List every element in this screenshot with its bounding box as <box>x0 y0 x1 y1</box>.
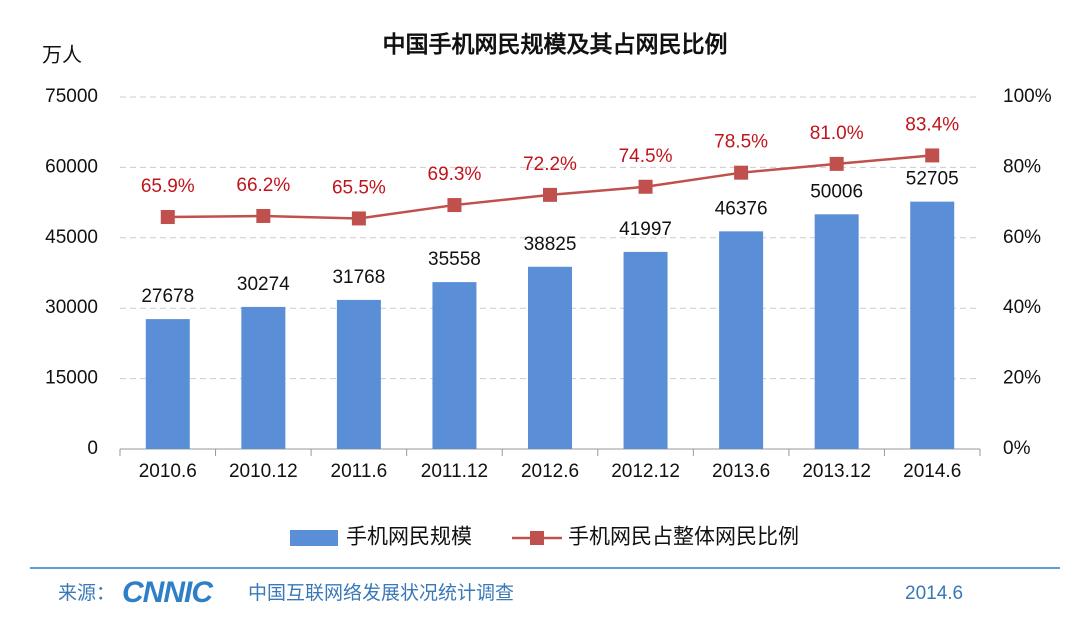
x-tick-label: 2012.6 <box>521 461 579 482</box>
line-value-label: 72.2% <box>523 154 577 175</box>
bar-value-label: 46376 <box>715 198 768 219</box>
line-marker <box>829 156 844 171</box>
chart-title: 中国手机网民规模及其占网民比例 <box>383 31 728 57</box>
line-value-label: 78.5% <box>714 132 768 153</box>
bar <box>814 214 859 449</box>
line-marker <box>256 208 271 223</box>
bar-value-label: 50006 <box>810 181 863 202</box>
bar-value-label: 30274 <box>237 274 290 295</box>
bar-value-label: 31768 <box>332 267 385 288</box>
line-marker <box>925 148 940 163</box>
y2-tick-label: 0% <box>1003 438 1031 459</box>
bar-value-label: 52705 <box>906 169 959 190</box>
source-label: 来源： <box>58 582 115 604</box>
bar <box>336 299 381 449</box>
y2-tick-label: 80% <box>1003 156 1041 177</box>
footer-date: 2014.6 <box>905 583 963 604</box>
legend-marker <box>530 531 544 545</box>
line-value-label: 66.2% <box>236 175 290 196</box>
line-marker <box>447 198 462 213</box>
x-tick-label: 2010.6 <box>139 461 197 482</box>
bar <box>528 266 572 449</box>
y-tick-label: 60000 <box>45 156 98 177</box>
y2-tick-label: 60% <box>1003 227 1041 248</box>
bar <box>623 251 668 449</box>
y-tick-label: 15000 <box>45 368 98 389</box>
y2-tick-label: 40% <box>1003 297 1041 318</box>
line-value-label: 65.9% <box>141 176 195 197</box>
y-tick-label: 0 <box>87 438 98 459</box>
line-value-label: 65.5% <box>332 177 386 198</box>
y2-tick-label: 20% <box>1003 368 1041 389</box>
bar <box>719 231 764 449</box>
bar <box>241 306 286 449</box>
y-axis-label: 万人 <box>42 43 82 66</box>
bar <box>145 319 190 449</box>
legend-label: 手机网民规模 <box>346 526 472 549</box>
x-tick-label: 2013.6 <box>712 461 770 482</box>
x-tick-label: 2013.12 <box>802 461 871 482</box>
bar-value-label: 35558 <box>428 249 481 270</box>
line-value-label: 83.4% <box>905 114 959 135</box>
x-tick-label: 2010.12 <box>229 461 298 482</box>
x-tick-label: 2011.6 <box>331 461 388 482</box>
logo: CNNIC <box>122 576 214 609</box>
x-tick-label: 2012.12 <box>611 461 680 482</box>
line-marker <box>351 211 366 226</box>
line-value-label: 69.3% <box>428 164 482 185</box>
y-tick-label: 45000 <box>45 227 98 248</box>
line-marker <box>160 210 175 225</box>
line-marker <box>638 179 653 194</box>
bar-value-label: 27678 <box>141 286 194 307</box>
y2-tick-label: 100% <box>1003 86 1052 107</box>
y-tick-label: 75000 <box>45 86 98 107</box>
survey-name: 中国互联网络发展状况统计调查 <box>248 582 514 604</box>
legend-swatch <box>290 530 338 546</box>
line-marker <box>543 187 557 202</box>
line-value-label: 74.5% <box>619 146 673 167</box>
line-value-label: 81.0% <box>810 123 864 144</box>
bar <box>432 282 477 449</box>
bar-value-label: 38825 <box>524 234 577 255</box>
x-tick-label: 2011.12 <box>421 461 488 482</box>
bar-value-label: 41997 <box>619 219 672 240</box>
y-tick-label: 30000 <box>45 297 98 318</box>
x-tick-label: 2014.6 <box>903 461 961 482</box>
legend-label: 手机网民占整体网民比例 <box>568 526 799 549</box>
line-marker <box>734 165 749 180</box>
bar <box>910 201 955 449</box>
